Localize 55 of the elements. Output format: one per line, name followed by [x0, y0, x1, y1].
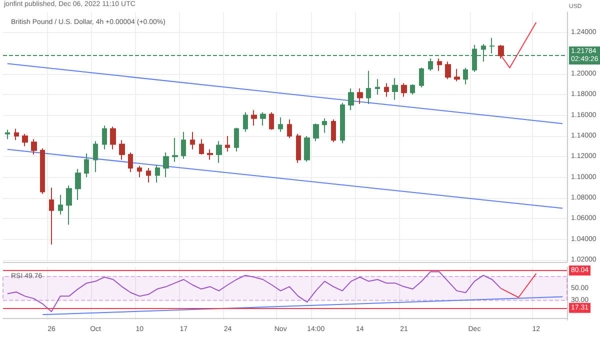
candlestick: [419, 67, 424, 88]
candlestick: [357, 88, 363, 104]
candlestick: [22, 133, 28, 147]
candlestick: [137, 165, 142, 178]
candlestick: [119, 140, 125, 160]
candlestick: [269, 112, 274, 130]
candlestick: [392, 78, 398, 100]
candlestick: [216, 140, 222, 164]
candlestick: [437, 58, 442, 72]
candlestick: [463, 67, 468, 85]
candlestick: [384, 82, 389, 98]
candlestick: [322, 118, 327, 134]
candlestick: [251, 110, 257, 126]
candlestick: [31, 138, 37, 156]
candlestick: [234, 127, 239, 152]
candlestick: [401, 82, 407, 98]
candlestick: [93, 140, 98, 173]
candlestick: [207, 148, 213, 160]
line-series: [6, 271, 502, 312]
candlestick: [428, 58, 433, 72]
candlestick: [110, 126, 116, 150]
candlestick: [199, 138, 204, 156]
candlestick: [66, 185, 72, 226]
candlestick: [58, 194, 63, 215]
candlestick: [181, 131, 186, 160]
candlestick: [190, 131, 195, 150]
candlestick: [146, 167, 151, 183]
candlestick: [340, 102, 345, 144]
candlestick: [331, 118, 336, 143]
candlestick: [128, 152, 133, 173]
candlestick: [348, 88, 354, 111]
candlestick: [454, 68, 460, 82]
candlestick: [278, 116, 283, 132]
candlestick: [296, 133, 301, 164]
candlestick: [40, 148, 45, 194]
candlestick: [172, 138, 178, 162]
candlestick: [410, 84, 415, 96]
candlestick: [102, 125, 107, 150]
candlestick: [75, 168, 81, 201]
candlestick: [225, 135, 230, 152]
candlestick: [287, 118, 292, 139]
candlestick: [304, 135, 310, 162]
candlestick: [445, 61, 451, 80]
candlestick: [243, 112, 248, 132]
candlestick: [14, 128, 19, 141]
candlestick: [5, 129, 10, 140]
candlestick: [163, 152, 169, 178]
candlestick: [366, 70, 371, 104]
candlestick: [260, 112, 266, 126]
candlestick: [84, 153, 89, 178]
candlestick: [313, 123, 319, 142]
candlestick: [49, 187, 54, 245]
candlestick: [375, 78, 380, 96]
candlestick: [498, 44, 504, 59]
candlestick: [155, 164, 160, 183]
